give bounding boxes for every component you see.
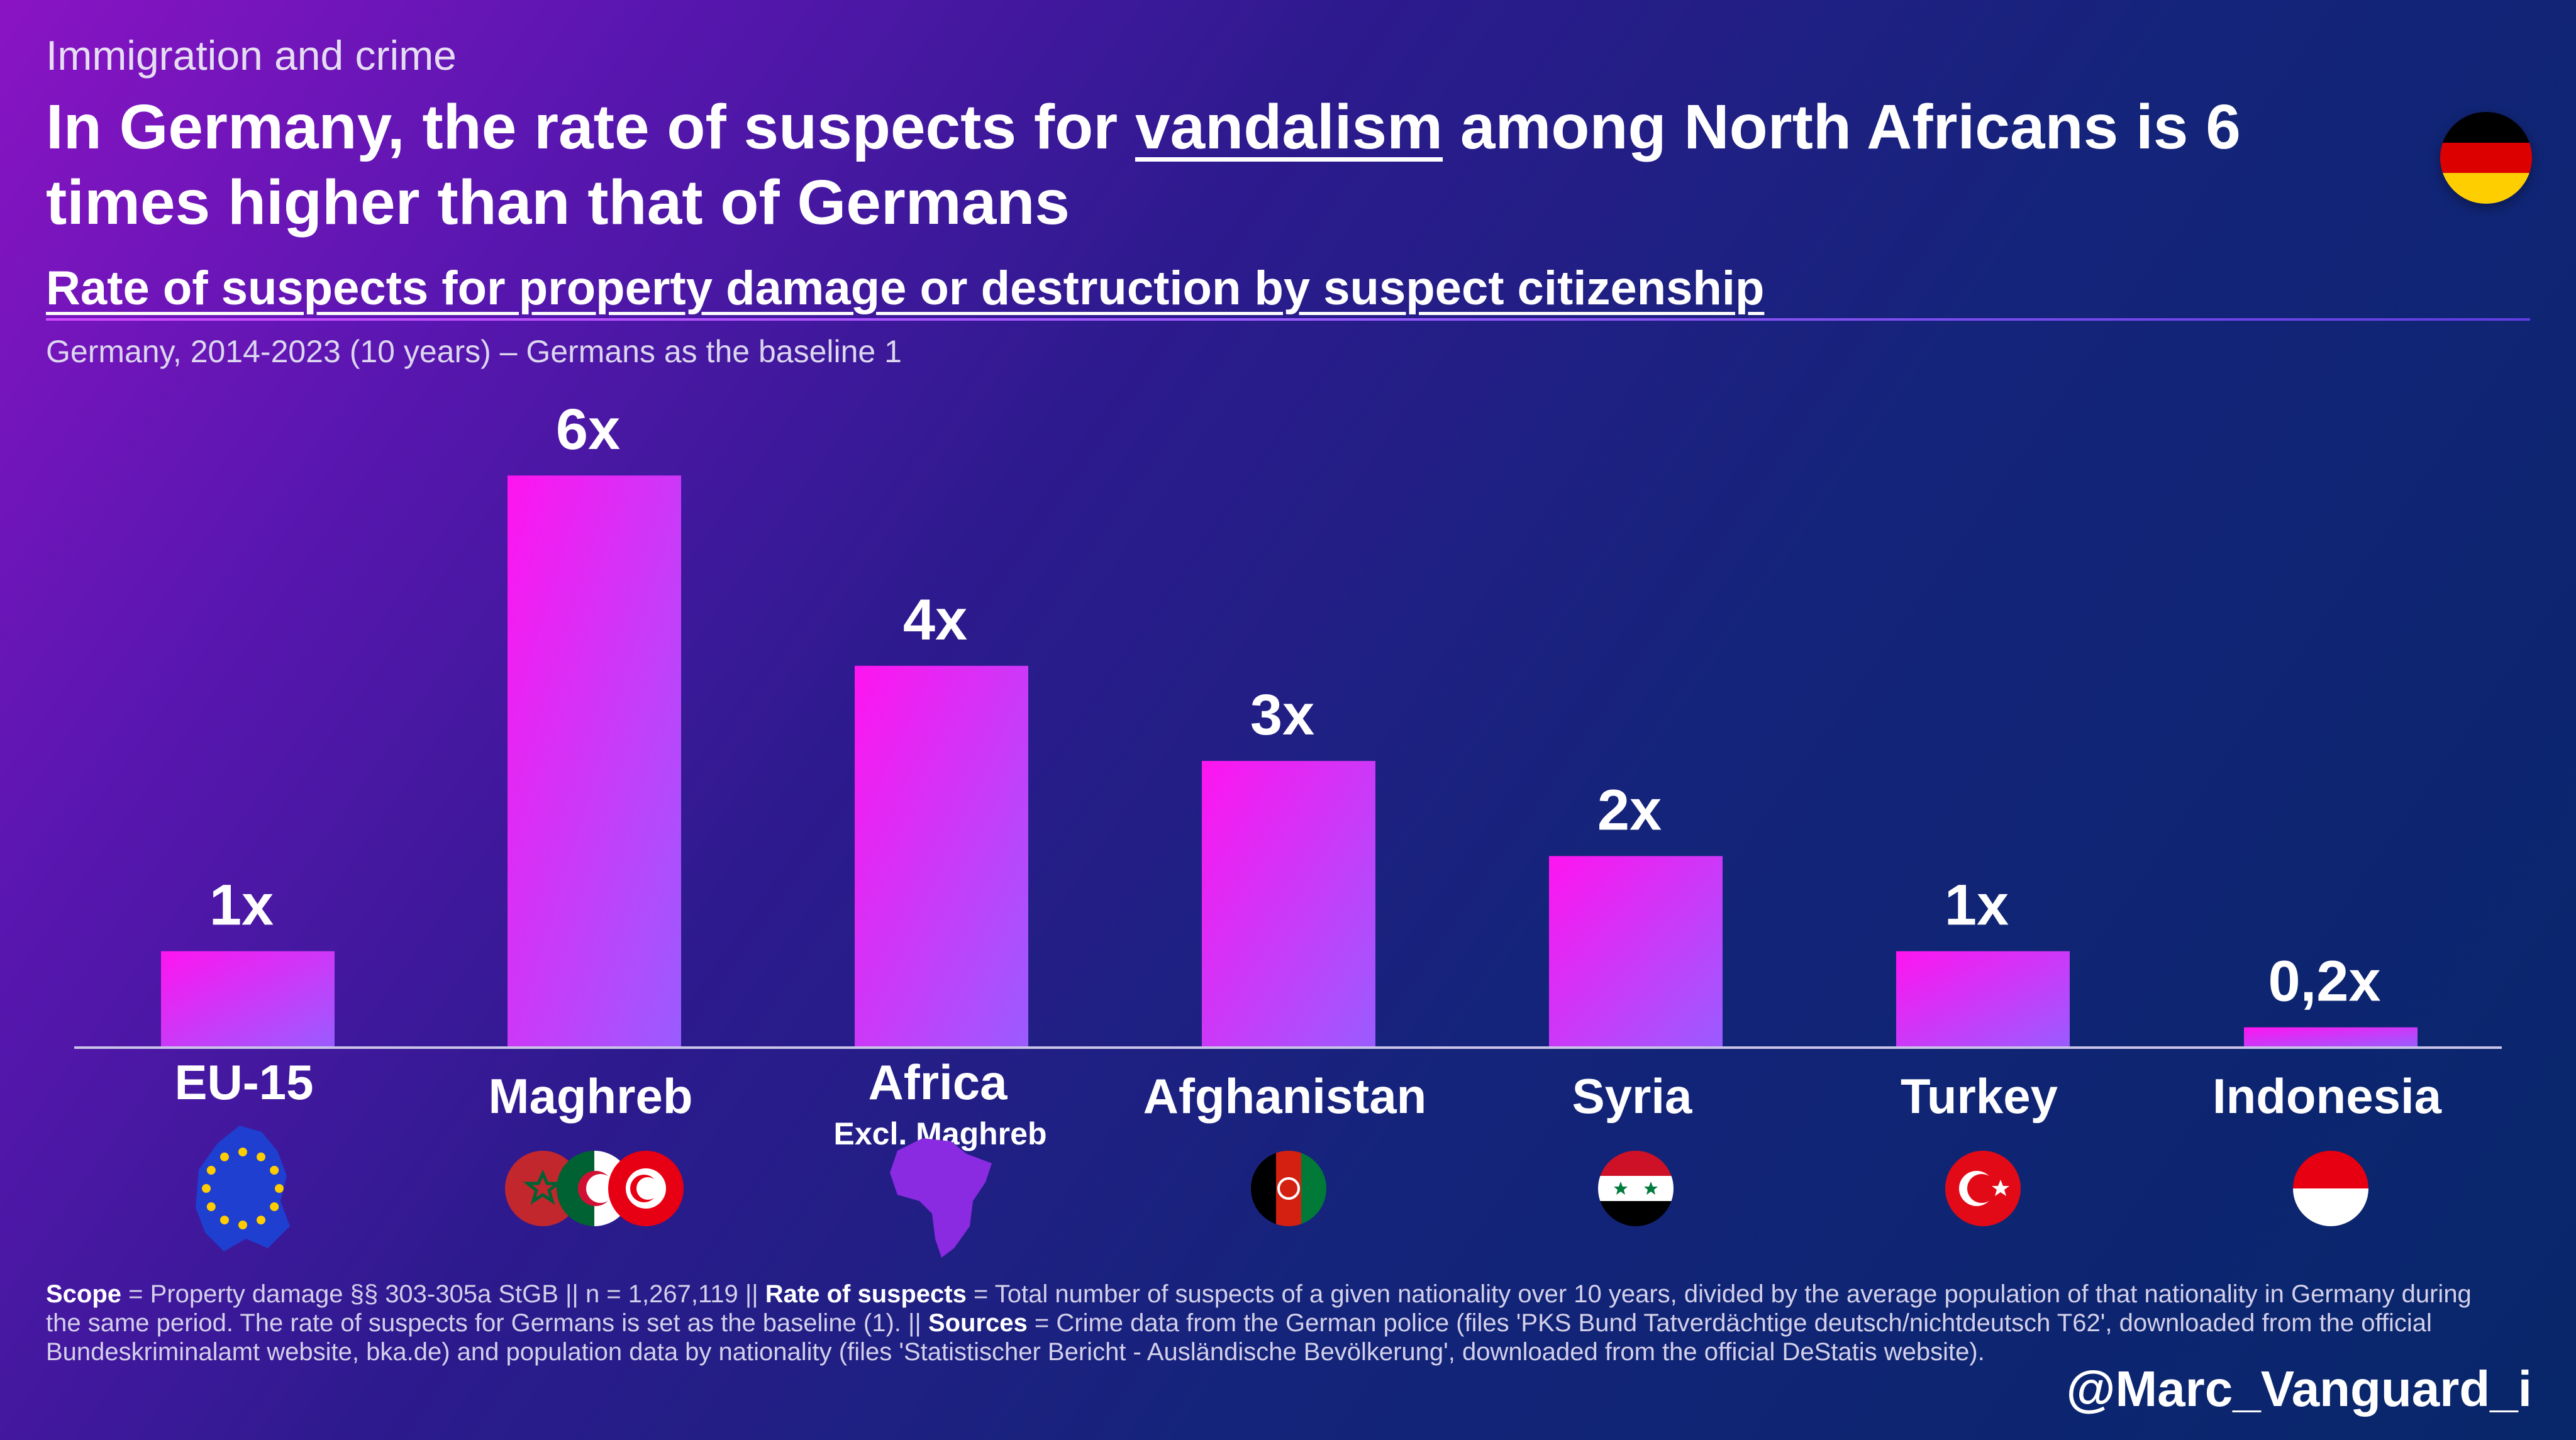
rate-label: Rate of suspects	[765, 1280, 967, 1308]
data-label-maghreb: 6x	[556, 397, 620, 462]
chart-caption: Germany, 2014-2023 (10 years) – Germans …	[46, 334, 902, 369]
bar-eu-15	[161, 951, 335, 1046]
maghreb-flags-icon	[505, 1151, 684, 1226]
headline-highlight: vandalism	[1135, 92, 1443, 162]
category-label-maghreb: Maghreb	[488, 1068, 692, 1124]
bar-indonesia	[2244, 1027, 2418, 1046]
rate-text: = Total number of suspects of a given na…	[46, 1280, 2472, 1337]
data-label-eu-15: 1x	[209, 873, 274, 938]
headline-pre: In Germany, the rate of suspects for	[46, 92, 1135, 162]
category-label-afghanistan: Afghanistan	[1143, 1068, 1427, 1124]
scope-text: = Property damage §§ 303-305a StGB || n …	[121, 1280, 765, 1308]
category-label-syria: Syria	[1572, 1068, 1692, 1124]
headline: In Germany, the rate of suspects for van…	[46, 89, 2411, 240]
footnote: Scope = Property damage §§ 303-305a StGB…	[46, 1280, 2511, 1366]
headline-post: among North Africans is 6 times higher t…	[46, 92, 2241, 238]
sources-text: = Crime data from the German police (fil…	[46, 1309, 2432, 1366]
category-label-africa: Africa	[868, 1055, 1008, 1110]
syria-flag-icon	[1598, 1151, 1674, 1226]
category-label-turkey: Turkey	[1901, 1068, 2058, 1124]
data-label-turkey: 1x	[1945, 873, 2009, 938]
eu-map-icon	[196, 1126, 290, 1251]
kicker: Immigration and crime	[46, 32, 457, 79]
data-label-afghanistan: 3x	[1250, 683, 1314, 747]
bar-afghanistan	[1202, 761, 1375, 1046]
chart-subtitle: Rate of suspects for property damage or …	[46, 262, 1765, 315]
indonesia-flag-icon	[2293, 1151, 2368, 1226]
data-label-indonesia: 0,2x	[2268, 950, 2380, 1014]
bar-syria	[1549, 856, 1723, 1046]
data-label-syria: 2x	[1597, 778, 1662, 842]
data-label-africa: 4x	[903, 588, 967, 652]
category-label-eu-15: EU-15	[174, 1055, 313, 1110]
scope-label: Scope	[46, 1280, 122, 1308]
sources-label: Sources	[928, 1309, 1028, 1337]
category-label-indonesia: Indonesia	[2212, 1068, 2442, 1124]
bar-africa	[855, 665, 1028, 1046]
africa-map-icon	[890, 1138, 992, 1258]
turkey-flag-icon	[1945, 1151, 2021, 1226]
afghanistan-flag-icon	[1251, 1151, 1326, 1226]
title-divider	[46, 318, 2530, 321]
author-handle: @Marc_Vanguard_i	[2066, 1361, 2532, 1417]
bar-turkey	[1896, 951, 2070, 1046]
bar-maghreb	[508, 475, 681, 1046]
